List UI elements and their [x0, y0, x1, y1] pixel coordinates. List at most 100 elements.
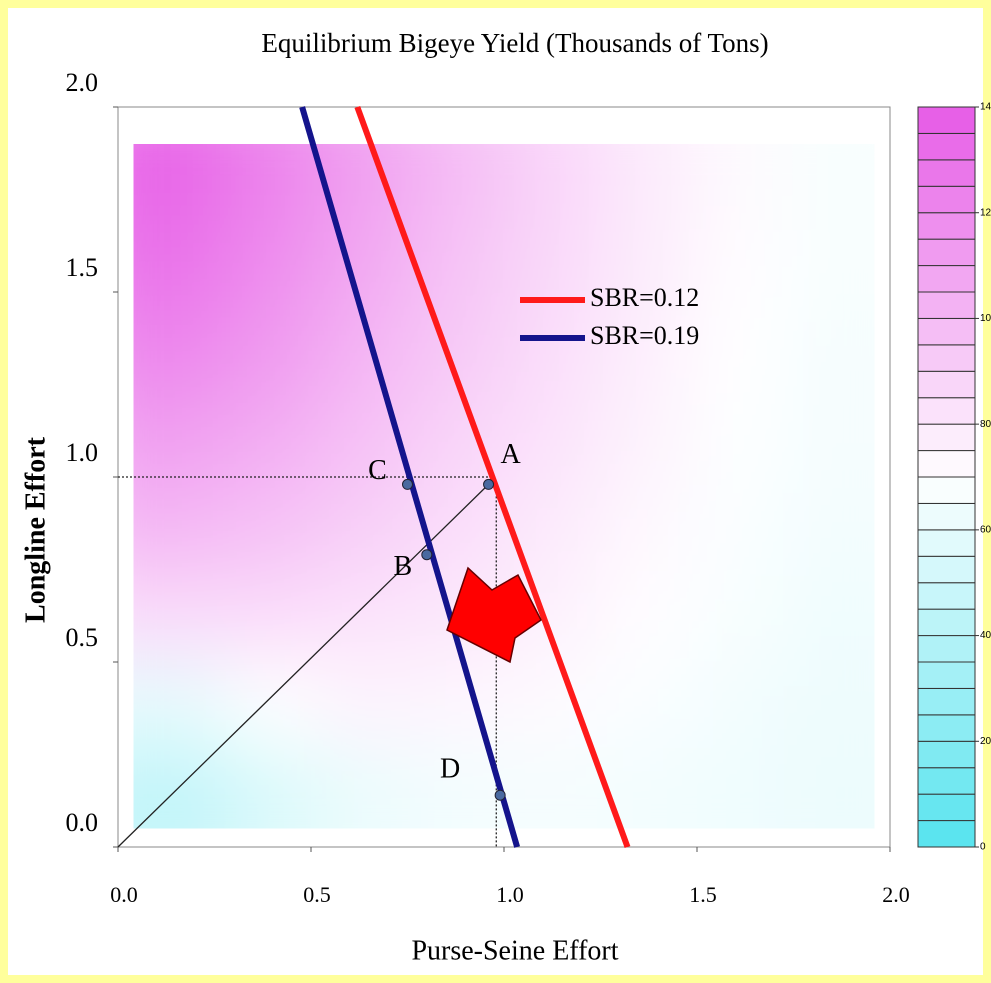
colorbar-segment: [917, 317, 976, 346]
heatmap-cell: [689, 573, 783, 659]
colorbar-segment: [917, 132, 976, 161]
colorbar-segment: [917, 793, 976, 822]
heatmap-cell: [689, 488, 783, 574]
point: [421, 549, 433, 561]
colorbar-segment: [917, 635, 976, 663]
heatmap-cell: [133, 658, 227, 744]
heatmap-cell: [689, 144, 783, 234]
heatmap-cell: [781, 488, 875, 574]
y-tick-label: 2.0: [66, 68, 99, 97]
heatmap-cell: [226, 144, 320, 234]
colorbar-segment: [917, 106, 976, 134]
colorbar-segment: [917, 344, 976, 372]
colorbar-segment: [917, 423, 976, 452]
colorbar-tick-label: 60: [980, 524, 991, 535]
colorbar-segment: [917, 397, 976, 425]
colorbar-segment: [917, 212, 976, 240]
colorbar-segment: [917, 265, 976, 293]
heatmap: [133, 144, 875, 829]
colorbar-segment: [917, 529, 976, 557]
heatmap-cell: [318, 403, 412, 489]
colorbar-segment: [917, 740, 976, 769]
heatmap-cell: [133, 232, 227, 319]
colorbar-segment: [917, 476, 976, 504]
x-tick-label: 1.5: [689, 882, 717, 907]
chart-title: Equilibrium Bigeye Yield (Thousands of T…: [261, 28, 768, 58]
heatmap-cell: [133, 573, 227, 659]
colorbar-tick-label: 40: [980, 630, 991, 641]
heatmap-cell: [596, 488, 690, 574]
point: [402, 478, 413, 490]
heatmap-cell: [318, 743, 412, 829]
heatmap-cell: [596, 317, 690, 404]
heatmap-cell: [781, 317, 875, 404]
y-axis-label: Longline Effort: [20, 436, 51, 623]
y-tick-label: 0.0: [66, 808, 99, 837]
heatmap-cell: [504, 403, 598, 489]
colorbar-tick-label: 120: [980, 207, 991, 218]
plot-layer: 0.0 0.5 1.0 1.5 2.0 0.0 0.5 1.0 1.5 2.0 SBR=0.12 SB…: [66, 68, 991, 907]
heatmap-cell: [504, 144, 598, 234]
colorbar-segment: [917, 238, 976, 267]
heatmap-cell: [133, 403, 227, 489]
heatmap-cell: [504, 743, 598, 829]
heatmap-cell: [226, 232, 320, 319]
heatmap-cell: [504, 317, 598, 404]
colorbar-segment: [917, 185, 976, 214]
heatmap-cell: [689, 658, 783, 744]
colorbar-segment: [917, 714, 976, 742]
heatmap-cell: [689, 317, 783, 404]
colorbar-segment: [917, 555, 976, 584]
colorbar-segment: [917, 687, 976, 716]
colorbar-tick-label: 100: [980, 313, 991, 324]
colorbar-segment: [917, 608, 976, 637]
point-label: D: [440, 754, 460, 785]
point-label: C: [368, 455, 387, 486]
colorbar-tick-label: 20: [980, 736, 991, 747]
colorbar-segment: [917, 820, 976, 848]
x-tick-label: 2.0: [882, 882, 910, 907]
heatmap-cell: [318, 232, 412, 319]
heatmap-cell: [318, 573, 412, 659]
heatmap-cell: [318, 658, 412, 744]
y-tick-label: 1.0: [66, 438, 99, 467]
heatmap-cell: [596, 658, 690, 744]
arrow: [446, 566, 542, 664]
heatmap-cell: [504, 232, 598, 319]
heatmap-cell: [596, 743, 690, 829]
x-tick-label: 1.0: [496, 882, 524, 907]
heatmap-cell: [596, 403, 690, 489]
x-tick-label: 0.0: [110, 882, 138, 907]
heatmap-cell: [781, 403, 875, 489]
heatmap-cell: [226, 658, 320, 744]
colorbar-tick-label: 0: [980, 842, 986, 853]
legend-label: SBR=0.19: [590, 321, 699, 350]
heatmap-cell: [133, 144, 227, 234]
heatmap-cell: [781, 743, 875, 829]
y-tick-label: 0.5: [66, 623, 99, 652]
heatmap-cell: [226, 488, 320, 574]
series-line: [299, 106, 521, 848]
heatmap-cell: [226, 573, 320, 659]
colorbar-segment: [917, 582, 976, 610]
heatmap-cell: [133, 488, 227, 574]
heatmap-cell: [133, 317, 227, 404]
heatmap-cell: [411, 232, 505, 319]
colorbar-segment: [917, 291, 976, 319]
heatmap-cell: [689, 403, 783, 489]
point-label: A: [500, 439, 521, 470]
heatmap-cell: [504, 488, 598, 574]
heatmap-cells: [133, 144, 875, 829]
x-axis-label: Purse-Seine Effort: [411, 935, 618, 966]
y-tick-label: 1.5: [66, 253, 99, 282]
point: [483, 478, 495, 490]
heatmap-cell: [781, 232, 875, 319]
heatmap-cell: [781, 573, 875, 659]
colorbar-segment: [917, 159, 976, 187]
point: [494, 789, 506, 801]
heatmap-cell: [318, 488, 412, 574]
heatmap-cell: [781, 144, 875, 234]
colorbar-tick-label: 80: [980, 419, 991, 430]
colorbar-segment: [917, 450, 976, 478]
